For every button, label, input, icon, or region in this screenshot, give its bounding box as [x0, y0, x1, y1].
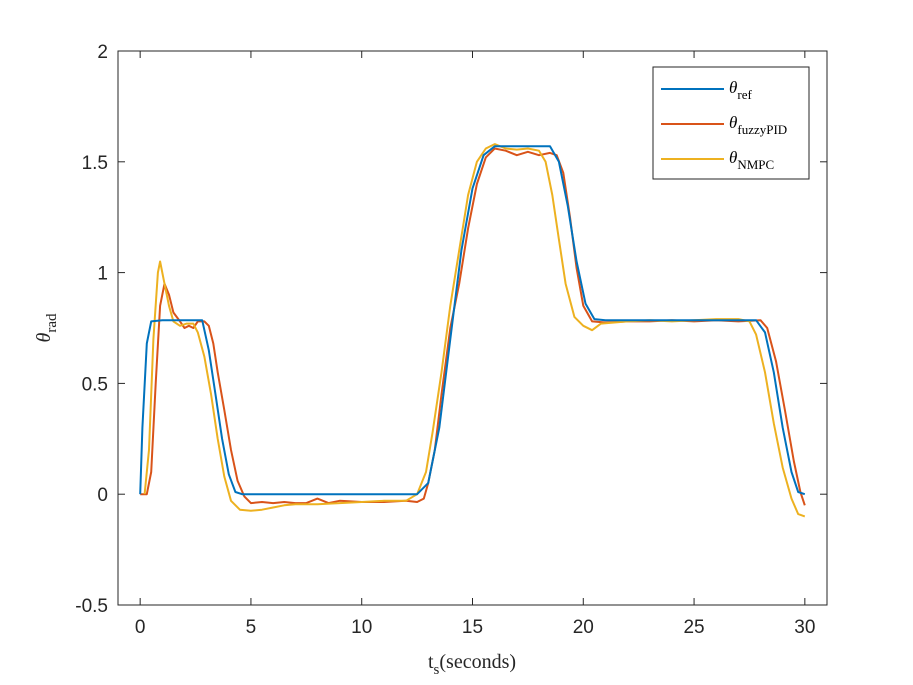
y-tick-label: 1 [97, 264, 108, 285]
legend-label-ref: θref [729, 78, 752, 102]
legend-label-fuzzypid-main: θ [729, 113, 737, 132]
series-line-ref [139, 145, 806, 496]
x-tick-label: 0 [135, 617, 146, 638]
x-tick-label: 10 [351, 617, 372, 638]
legend-label-fuzzypid-sub: fuzzyPID [737, 122, 787, 137]
y-tick-label: 2 [97, 42, 108, 63]
legend-item-nmpc: θNMPC [661, 148, 774, 172]
y-tick-label: -0.5 [75, 596, 108, 617]
x-axis-label-rest: (seconds) [439, 651, 516, 673]
y-tick-label: 1.5 [82, 153, 108, 174]
x-tick-label: 30 [794, 617, 815, 638]
series-layer [139, 143, 806, 518]
y-tick-label: 0.5 [82, 374, 108, 395]
legend-item-fuzzypid: θfuzzyPID [661, 113, 787, 137]
ticks-layer: 0 5 10 15 20 25 30 -0.5 0 0.5 1 1.5 2 [75, 42, 827, 638]
legend-label-fuzzypid: θfuzzyPID [729, 113, 787, 137]
legend-label-ref-main: θ [729, 78, 737, 97]
y-axis-label-sub: rad [44, 313, 60, 333]
legend-item-ref: θref [661, 78, 752, 102]
x-axis-label: ts(seconds) [428, 651, 516, 678]
legend-label-nmpc-main: θ [729, 148, 737, 167]
legend-label-nmpc-sub: NMPC [737, 157, 774, 172]
x-axis-label-sub: s [434, 662, 440, 678]
y-axis-label: θrad [33, 313, 60, 342]
x-tick-label: 25 [683, 617, 704, 638]
legend-label-ref-sub: ref [737, 87, 752, 102]
x-tick-label: 20 [573, 617, 594, 638]
y-tick-label: 0 [97, 485, 108, 506]
x-axis-label-main: t [428, 651, 434, 673]
legend: θref θfuzzyPID θNMPC [652, 66, 810, 180]
x-tick-label: 15 [462, 617, 483, 638]
y-axis-label-main: θ [33, 332, 55, 342]
legend-label-nmpc: θNMPC [729, 148, 774, 172]
x-tick-label: 5 [246, 617, 257, 638]
